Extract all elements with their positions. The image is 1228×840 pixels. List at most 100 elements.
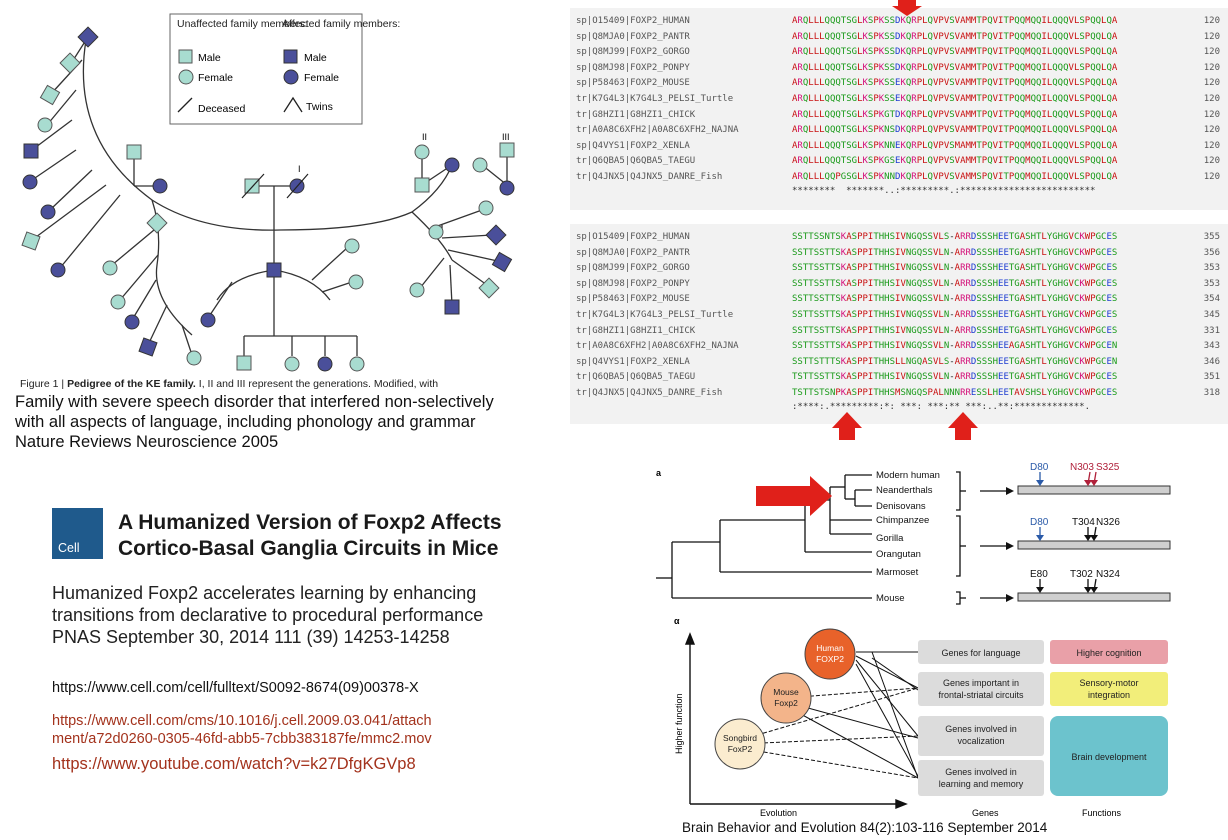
taxon-label: Chimpanzee <box>876 515 929 526</box>
foxp2-network-panel: α Higher function Evolution Genes Functi… <box>674 618 1168 818</box>
generation-label-2: II <box>422 132 427 142</box>
pedigree-description: Family with severe speech disorder that … <box>15 392 494 452</box>
tree-arrowheads <box>1006 487 1014 602</box>
mutation-label: T302 <box>1070 569 1093 580</box>
pedigree-member <box>21 231 41 251</box>
generation-label-3: III <box>502 132 510 142</box>
pedigree-member <box>77 26 99 48</box>
sequence-end-position: 120 <box>1203 62 1220 73</box>
alignment-row: sp|Q4VYS1|FOXP2_XENLA ARQLLLQQQTSGLKSPKNN… <box>570 139 1228 155</box>
alignment-row: sp|Q8MJA0|FOXP2_PANTR SSTTSSTTSKASPPITHHS… <box>570 246 1228 262</box>
sequence-end-position: 353 <box>1203 263 1220 274</box>
link-line[interactable]: ment/a72d0260-0305-46fd-abb5-7cbb383187f… <box>52 731 432 747</box>
pedigree-member <box>22 174 38 190</box>
protein-bar <box>1017 540 1171 550</box>
pedigree-member <box>236 355 252 371</box>
affected-female-symbol <box>283 69 299 85</box>
cell-attachment-link[interactable]: https://www.cell.com/cms/10.1016/j.cell.… <box>52 712 432 748</box>
pedigree-member <box>40 204 56 220</box>
pedigree-legend: Unaffected family members: Affected fami… <box>169 13 400 125</box>
description-line: Family with severe speech disorder that … <box>15 393 494 411</box>
taxon-label: Modern human <box>876 470 940 481</box>
youtube-link[interactable]: https://www.youtube.com/watch?v=k27DfgKG… <box>52 755 416 773</box>
pnas-line: Humanized Foxp2 accelerates learning by … <box>52 583 477 603</box>
sequence-end-position: 120 <box>1203 78 1220 89</box>
sequence-end-position: 353 <box>1203 278 1220 289</box>
affected-male-symbol <box>283 49 298 64</box>
cell-logo-text: Cell <box>58 541 80 555</box>
cell-fulltext-link[interactable]: https://www.cell.com/cell/fulltext/S0092… <box>52 680 419 696</box>
mutation-label: E80 <box>1030 569 1048 580</box>
sequence-residues: SSTTSSTTSKASPPITHHSIVNGQSSVLN-ARRDSSSHEE… <box>792 247 1118 258</box>
legend-female-affected: Female <box>304 72 339 84</box>
legend-affected-header: Affected family members: <box>282 18 400 30</box>
legend-twins: Twins <box>306 101 333 113</box>
caption-prefix: Figure 1 | <box>20 378 68 390</box>
sequence-end-position: 345 <box>1203 310 1220 320</box>
pedigree-member <box>317 356 333 372</box>
alignment-row: tr|A0A8C6XFH2|A0A8C6XFH2_NAJNA SSTTSSTTSK… <box>570 339 1228 355</box>
sequence-end-position: 120 <box>1203 47 1220 58</box>
pedigree-member <box>59 52 81 74</box>
bbe-citation: Brain Behavior and Evolution 84(2):103-1… <box>682 820 1048 835</box>
gene-label: Genes important in <box>943 678 1019 688</box>
sequence-id: sp|P58463|FOXP2_MOUSE <box>576 78 690 89</box>
mutation-label: N326 <box>1096 517 1120 528</box>
sequence-residues: SSTTSSTTSKASPPITHHSIVNGQSSVLN-ARRDSSSHEE… <box>792 294 1118 305</box>
sequence-residues: ARQLLLQQQTSGLKSPKNNEKQRPLQVPVSMAMMTPQVIT… <box>792 140 1118 151</box>
function-label: Higher cognition <box>1076 648 1141 658</box>
pedigree-member <box>186 350 202 366</box>
sequence-id: sp|O15409|FOXP2_HUMAN <box>576 16 690 26</box>
sequence-id: tr|K7G4L3|K7G4L3_PELSI_Turtle <box>576 310 734 320</box>
sequence-id: tr|G8HZI1|G8HZI1_CHICK <box>576 325 696 336</box>
gene-label: frontal-striatal circuits <box>938 690 1024 700</box>
pnas-line: transitions from declarative to procedur… <box>52 605 484 625</box>
pedigree-member <box>472 157 488 173</box>
alignment-row: tr|Q6QBA5|Q6QBA5_TAEGU ARQLLLQQQTSGLKSPKG… <box>570 154 1228 170</box>
pedigree-member <box>428 224 444 240</box>
pedigree-caption: Figure 1 | Pedigree of the KE family. I,… <box>20 378 438 390</box>
pedigree-members <box>21 26 515 372</box>
pedigree-member <box>344 238 360 254</box>
sequence-end-position: 355 <box>1203 232 1220 242</box>
sequence-id: tr|Q4JNX5|Q4JNX5_DANRE_Fish <box>576 172 723 182</box>
taxon-label: Denisovans <box>876 501 926 512</box>
description-line: Nature Reviews Neuroscience 2005 <box>15 433 279 451</box>
sequence-end-position: 120 <box>1203 16 1220 26</box>
gene-label: learning and memory <box>939 779 1024 789</box>
pedigree-member <box>102 260 118 276</box>
function-boxes: Higher cognition Sensory-motor integrati… <box>1050 640 1168 796</box>
sequence-residues: ARQLLLQQQTSGLKSPKSSEKQRPLQVPVSVAMMTPQVIT… <box>792 94 1118 104</box>
function-box <box>1050 640 1168 664</box>
consensus-line: :****:.*********:*: ***: ***:** ***:..**… <box>792 401 1091 412</box>
pedigree-member <box>409 282 425 298</box>
sequence-id: tr|Q4JNX5|Q4JNX5_DANRE_Fish <box>576 388 723 398</box>
taxon-label: Neanderthals <box>876 485 933 496</box>
sequence-end-position: 120 <box>1203 172 1220 182</box>
tree-taxa: Modern human Neanderthals Denisovans Chi… <box>876 470 940 604</box>
sequence-residues: SSTTSSTTSKASPPITHHSIVNGQSSVLN-ARRDSSSHEE… <box>792 278 1118 289</box>
alignment-top-panel: sp|O15409|FOXP2_HUMAN ARQLLLQQQTSGLKSPKSS… <box>570 8 1228 210</box>
pedigree-member <box>50 262 66 278</box>
sequence-id: sp|P58463|FOXP2_MOUSE <box>576 294 690 305</box>
gene-box <box>918 672 1044 706</box>
sequence-id: tr|K7G4L3|K7G4L3_PELSI_Turtle <box>576 94 734 104</box>
alignment-row: sp|Q8MJ98|FOXP2_PONPY ARQLLLQQQTSGLKSPKSS… <box>570 61 1228 77</box>
sequence-id: sp|Q8MJ99|FOXP2_GORGO <box>576 47 690 58</box>
alignment-row: sp|O15409|FOXP2_HUMAN SSTTSSNTSKASPPITHHS… <box>570 230 1228 246</box>
link-line[interactable]: https://www.cell.com/cms/10.1016/j.cell.… <box>52 713 432 729</box>
sequence-residues: TSTTSSTTSKASPPITHHSIVNGQSSVLN-ARRDSSSHEE… <box>792 372 1118 383</box>
gene-box <box>918 640 1044 664</box>
unaffected-female-symbol <box>178 69 194 85</box>
sequence-residues: SSTTSSTTSKASPPITHHSIVNGQSSVLN-ARRDSSSHEE… <box>792 325 1118 336</box>
gene-label: Genes involved in <box>945 724 1017 734</box>
legend-male-affected: Male <box>304 52 327 64</box>
caption-bold: Pedigree of the KE family. <box>67 378 196 390</box>
legend-deceased: Deceased <box>198 103 245 115</box>
sequence-residues: SSTTSSNTSKASPPITHHSIVNGQSSVLS-ARRDSSSHEE… <box>792 232 1118 242</box>
alignment-row: sp|Q8MJ98|FOXP2_PONPY SSTTSSTTSKASPPITHHS… <box>570 277 1228 293</box>
sequence-residues: ARQLLLQQQTSGLKSPKSSDKQRPLQVPVSVAMMTPQVIT… <box>792 47 1118 58</box>
sequence-id: sp|Q4VYS1|FOXP2_XENLA <box>576 356 690 367</box>
pnas-summary: Humanized Foxp2 accelerates learning by … <box>52 582 483 648</box>
alignment-row: tr|Q6QBA5|Q6QBA5_TAEGU TSTTSSTTSKASPPITHH… <box>570 370 1228 386</box>
